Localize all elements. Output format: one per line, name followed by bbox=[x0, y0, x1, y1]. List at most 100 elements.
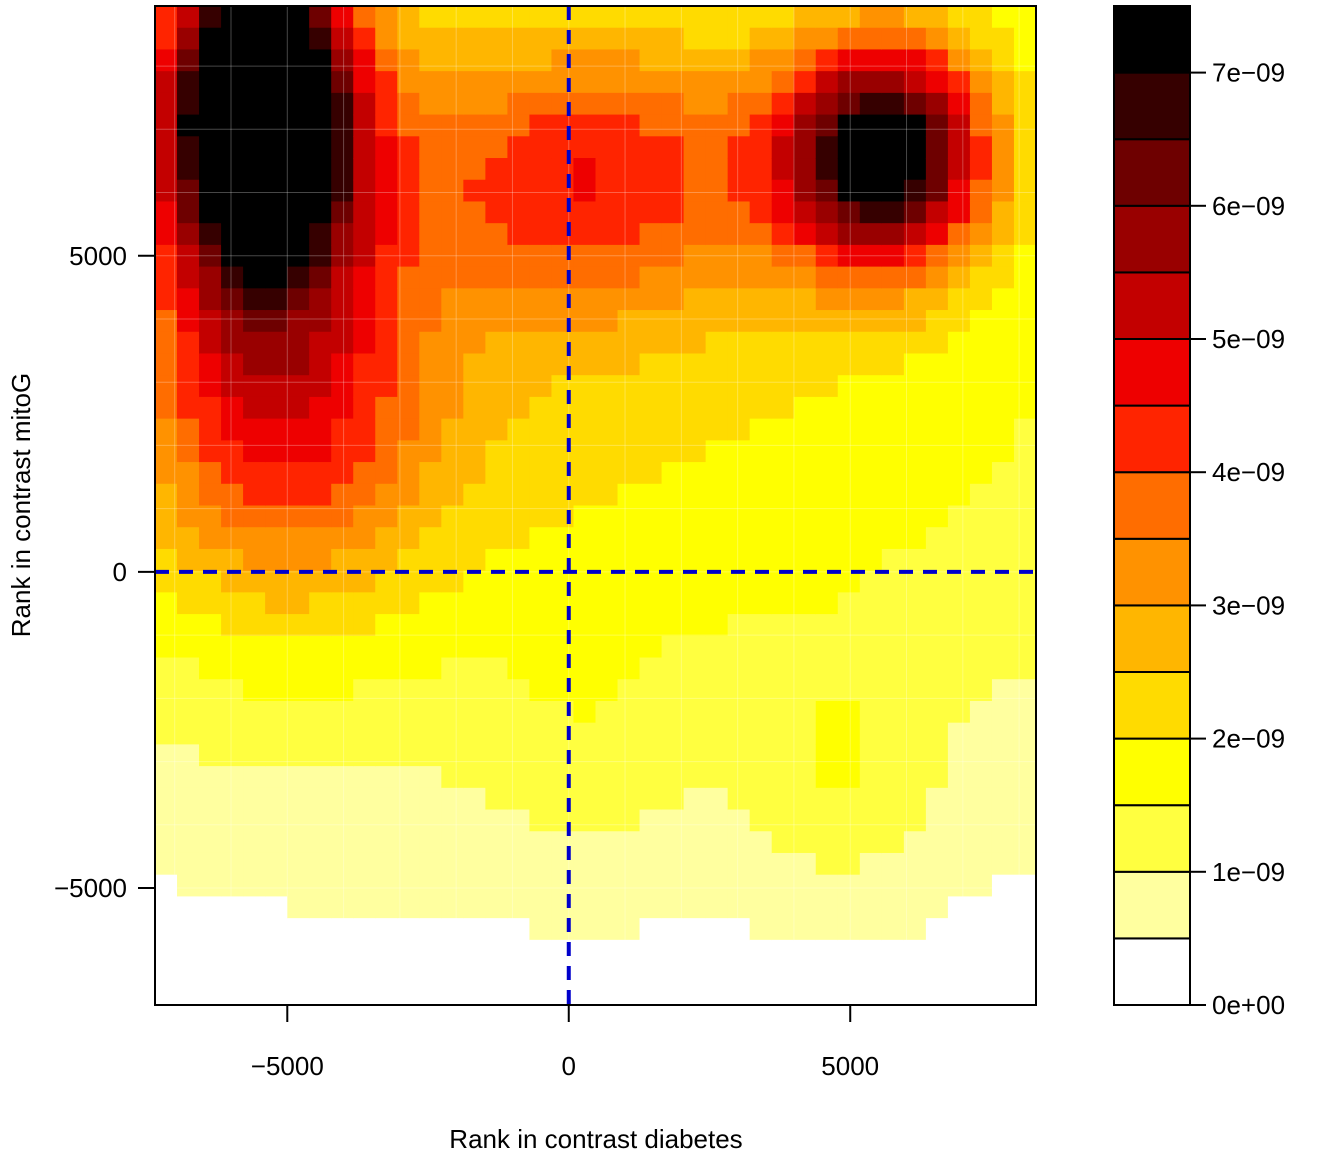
contour-cell bbox=[573, 918, 597, 941]
contour-cell bbox=[199, 918, 222, 941]
contour-cell bbox=[265, 614, 288, 637]
contour-cell bbox=[199, 874, 222, 898]
x-tick-label: 0 bbox=[562, 1051, 576, 1081]
contour-cell bbox=[727, 635, 751, 659]
contour-cell bbox=[1013, 983, 1036, 1005]
contour-cell bbox=[441, 983, 464, 1005]
contour-cell bbox=[881, 353, 905, 376]
contour-cell bbox=[683, 939, 707, 963]
contour-cell bbox=[727, 114, 751, 137]
contour-cell bbox=[485, 418, 509, 441]
contour-cell bbox=[815, 700, 839, 724]
contour-cell bbox=[617, 244, 641, 268]
contour-cell bbox=[573, 71, 597, 94]
contour-cell bbox=[793, 136, 817, 159]
contour-cell bbox=[309, 353, 332, 376]
contour-cell bbox=[595, 136, 619, 159]
contour-cell bbox=[463, 27, 486, 51]
contour-cell bbox=[595, 896, 619, 919]
contour-cell bbox=[661, 896, 685, 919]
contour-cell bbox=[727, 49, 751, 72]
contour-cell bbox=[705, 288, 729, 311]
contour-cell bbox=[287, 874, 310, 898]
contour-cell bbox=[529, 918, 553, 941]
contour-cell bbox=[727, 92, 751, 116]
contour-cell bbox=[969, 440, 993, 463]
contour-cell bbox=[1013, 635, 1036, 659]
contour-cell bbox=[925, 852, 949, 876]
contour-cell bbox=[903, 266, 927, 289]
contour-cell bbox=[287, 223, 310, 246]
contour-cell bbox=[243, 983, 266, 1005]
contour-cell bbox=[837, 92, 861, 116]
contour-cell bbox=[353, 418, 376, 441]
contour-cell bbox=[507, 179, 531, 203]
contour-cell bbox=[419, 809, 442, 832]
contour-cell bbox=[617, 657, 641, 680]
contour-cell bbox=[969, 71, 993, 94]
contour-cell bbox=[331, 331, 354, 355]
contour-cell bbox=[595, 331, 619, 355]
contour-cell bbox=[309, 462, 332, 485]
contour-cell bbox=[463, 201, 486, 224]
contour-cell bbox=[947, 852, 971, 876]
contour-cell bbox=[859, 136, 883, 159]
contour-cell bbox=[177, 462, 200, 485]
contour-cell bbox=[441, 462, 464, 485]
contour-cell bbox=[859, 896, 883, 919]
contour-cell bbox=[683, 396, 707, 420]
contour-cell bbox=[969, 179, 993, 203]
contour-cell bbox=[529, 266, 553, 289]
contour-cell bbox=[309, 961, 332, 984]
contour-cell bbox=[639, 635, 663, 659]
contour-cell bbox=[155, 462, 178, 485]
contour-cell bbox=[221, 375, 244, 398]
contour-cell bbox=[617, 201, 641, 224]
contour-cell bbox=[793, 548, 817, 572]
contour-cell bbox=[595, 27, 619, 51]
contour-cell bbox=[529, 331, 553, 355]
contour-cell bbox=[573, 548, 597, 572]
contour-cell bbox=[221, 722, 244, 745]
contour-cell bbox=[177, 918, 200, 941]
contour-cell bbox=[309, 570, 332, 593]
contour-cell bbox=[485, 244, 509, 268]
contour-cell bbox=[177, 244, 200, 268]
contour-cell bbox=[155, 657, 178, 680]
contour-cell bbox=[771, 6, 795, 29]
contour-cell bbox=[837, 766, 861, 789]
contour-cell bbox=[375, 201, 398, 224]
contour-cell bbox=[661, 71, 685, 94]
contour-cell bbox=[331, 462, 354, 485]
contour-cell bbox=[441, 505, 464, 528]
contour-cell bbox=[859, 49, 883, 72]
contour-cell bbox=[991, 418, 1015, 441]
contour-cell bbox=[441, 570, 464, 593]
contour-cell bbox=[221, 179, 244, 203]
contour-cell bbox=[793, 201, 817, 224]
contour-cell bbox=[793, 744, 817, 767]
contour-cell bbox=[441, 179, 464, 203]
contour-cell bbox=[485, 49, 509, 72]
contour-cell bbox=[617, 722, 641, 745]
contour-cell bbox=[925, 874, 949, 898]
contour-cell bbox=[507, 939, 531, 963]
contour-cell bbox=[199, 766, 222, 789]
contour-cell bbox=[595, 483, 619, 507]
contour-cell bbox=[837, 657, 861, 680]
contour-cell bbox=[199, 418, 222, 441]
contour-cell bbox=[287, 6, 310, 29]
contour-cell bbox=[573, 310, 597, 333]
contour-cell bbox=[749, 614, 773, 637]
contour-cell bbox=[683, 527, 707, 550]
contour-cell bbox=[595, 679, 619, 702]
contour-cell bbox=[705, 440, 729, 463]
contour-cell bbox=[991, 483, 1015, 507]
contour-cell bbox=[903, 831, 927, 854]
contour-cell bbox=[683, 288, 707, 311]
contour-cell bbox=[793, 831, 817, 854]
contour-cell bbox=[221, 353, 244, 376]
contour-cell bbox=[1013, 722, 1036, 745]
contour-cell bbox=[837, 375, 861, 398]
contour-cell bbox=[925, 722, 949, 745]
